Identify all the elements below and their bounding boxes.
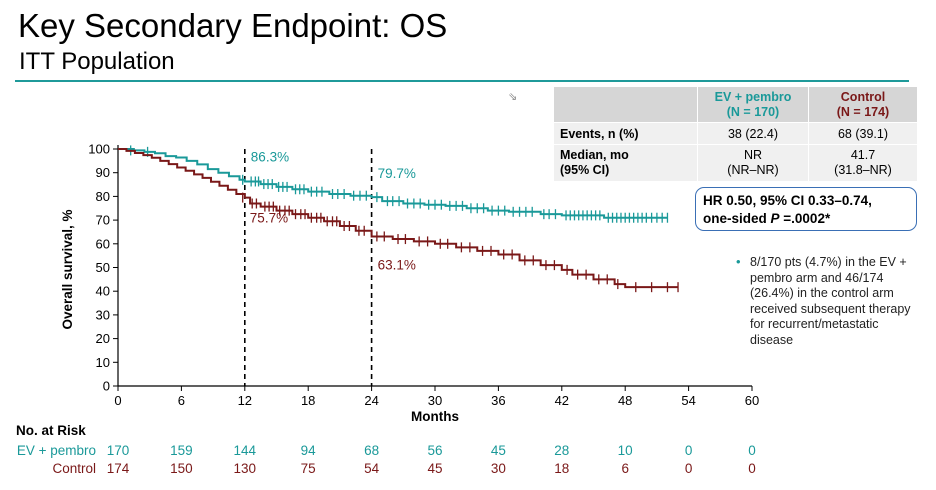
x-tick-label-54: 54 (681, 393, 695, 408)
risk-value-ev: 159 (170, 443, 193, 458)
risk-value-ev: 68 (364, 443, 379, 458)
x-tick-label-12: 12 (238, 393, 252, 408)
table-row-median: Median, mo (95% CI) NR (NR–NR) 41.7 (31.… (553, 144, 918, 182)
risk-value-ev: 45 (491, 443, 506, 458)
risk-value-ev: 0 (685, 443, 693, 458)
risk-value-control: 150 (170, 461, 193, 476)
table-header-ev-name: EV + pembro (N = 170) (714, 89, 792, 119)
y-axis-label: Overall survival, % (60, 209, 75, 329)
x-tick-label-30: 30 (428, 393, 442, 408)
x-tick-label-60: 60 (745, 393, 759, 408)
hazard-ratio-box: HR 0.50, 95% CI 0.33–0.74, one-sided P =… (695, 187, 917, 231)
page-title: Key Secondary Endpoint: OS (18, 7, 448, 44)
y-tick-label-20: 20 (96, 331, 110, 346)
km-curve-control (118, 148, 679, 289)
y-tick-label-30: 30 (96, 307, 110, 322)
bullet-icon: • (736, 254, 741, 269)
hr-line-2-suffix: =.0002* (779, 211, 831, 226)
page-subtitle: ITT Population (19, 48, 175, 75)
hr-line-2: one-sided P =.0002* (703, 210, 910, 228)
note-text: 8/170 pts (4.7%) in the EV + pembro arm … (750, 255, 911, 347)
annotation-863: 86.3% (251, 149, 289, 164)
y-tick-label-50: 50 (96, 260, 110, 275)
summary-table: EV + pembro (N = 170) Control (N = 174) … (553, 86, 918, 182)
risk-row-label-control: Control (52, 461, 96, 476)
risk-value-control: 0 (685, 461, 693, 476)
risk-value-control: 30 (491, 461, 506, 476)
subsequent-therapy-note: • 8/170 pts (4.7%) in the EV + pembro ar… (736, 254, 920, 348)
risk-value-ev: 0 (748, 443, 756, 458)
risk-value-control: 54 (364, 461, 380, 476)
hr-line-1: HR 0.50, 95% CI 0.33–0.74, (703, 193, 872, 208)
y-tick-label-60: 60 (96, 236, 110, 251)
risk-value-control: 6 (621, 461, 629, 476)
y-tick-label-90: 90 (96, 165, 110, 180)
cell-events-control: 68 (39.1) (808, 122, 918, 145)
risk-value-ev: 56 (427, 443, 442, 458)
risk-value-ev: 170 (107, 443, 130, 458)
risk-value-control: 0 (748, 461, 756, 476)
y-tick-label-100: 100 (88, 142, 110, 157)
table-header-control: Control (N = 174) (808, 86, 918, 123)
risk-value-ev: 94 (301, 443, 317, 458)
x-tick-label-18: 18 (301, 393, 315, 408)
table-header-control-name: Control (N = 174) (836, 89, 890, 119)
km-curve-ev (118, 148, 668, 219)
annotation-757: 75.7% (250, 211, 288, 226)
risk-value-ev: 10 (618, 443, 633, 458)
x-axis-label: Months (411, 409, 459, 424)
annotation-631: 63.1% (378, 257, 416, 272)
row-label-events: Events, n (%) (553, 122, 698, 145)
risk-value-control: 174 (107, 461, 130, 476)
row-label-median: Median, mo (95% CI) (553, 144, 698, 182)
hr-p-symbol: P (770, 211, 780, 226)
y-tick-label-10: 10 (96, 355, 110, 370)
risk-value-ev: 28 (554, 443, 569, 458)
title-divider (15, 80, 909, 82)
risk-value-control: 18 (554, 461, 569, 476)
risk-value-control: 130 (234, 461, 257, 476)
x-tick-label-36: 36 (491, 393, 505, 408)
table-header-blank (553, 86, 698, 123)
x-tick-label-24: 24 (364, 393, 378, 408)
hr-line-2-prefix: one-sided (703, 211, 771, 226)
table-row-events: Events, n (%) 38 (22.4) 68 (39.1) (553, 122, 918, 145)
risk-value-ev: 144 (234, 443, 257, 458)
risk-value-control: 45 (427, 461, 442, 476)
y-tick-label-0: 0 (103, 379, 110, 394)
mouse-cursor-icon: ⇘ (508, 91, 518, 103)
y-tick-label-80: 80 (96, 189, 110, 204)
x-tick-label-42: 42 (555, 393, 569, 408)
cell-median-control: 41.7 (31.8–NR) (808, 144, 918, 182)
cell-median-ev: NR (NR–NR) (697, 144, 809, 182)
y-tick-label-70: 70 (96, 213, 110, 228)
risk-table-title: No. at Risk (16, 423, 86, 438)
risk-value-control: 75 (301, 461, 316, 476)
x-tick-label-0: 0 (114, 393, 121, 408)
risk-row-label-ev: EV + pembro (17, 443, 96, 458)
annotation-797: 79.7% (378, 166, 416, 181)
y-tick-label-40: 40 (96, 284, 110, 299)
cell-events-ev: 38 (22.4) (697, 122, 809, 145)
x-tick-label-48: 48 (618, 393, 632, 408)
x-tick-label-6: 6 (178, 393, 185, 408)
